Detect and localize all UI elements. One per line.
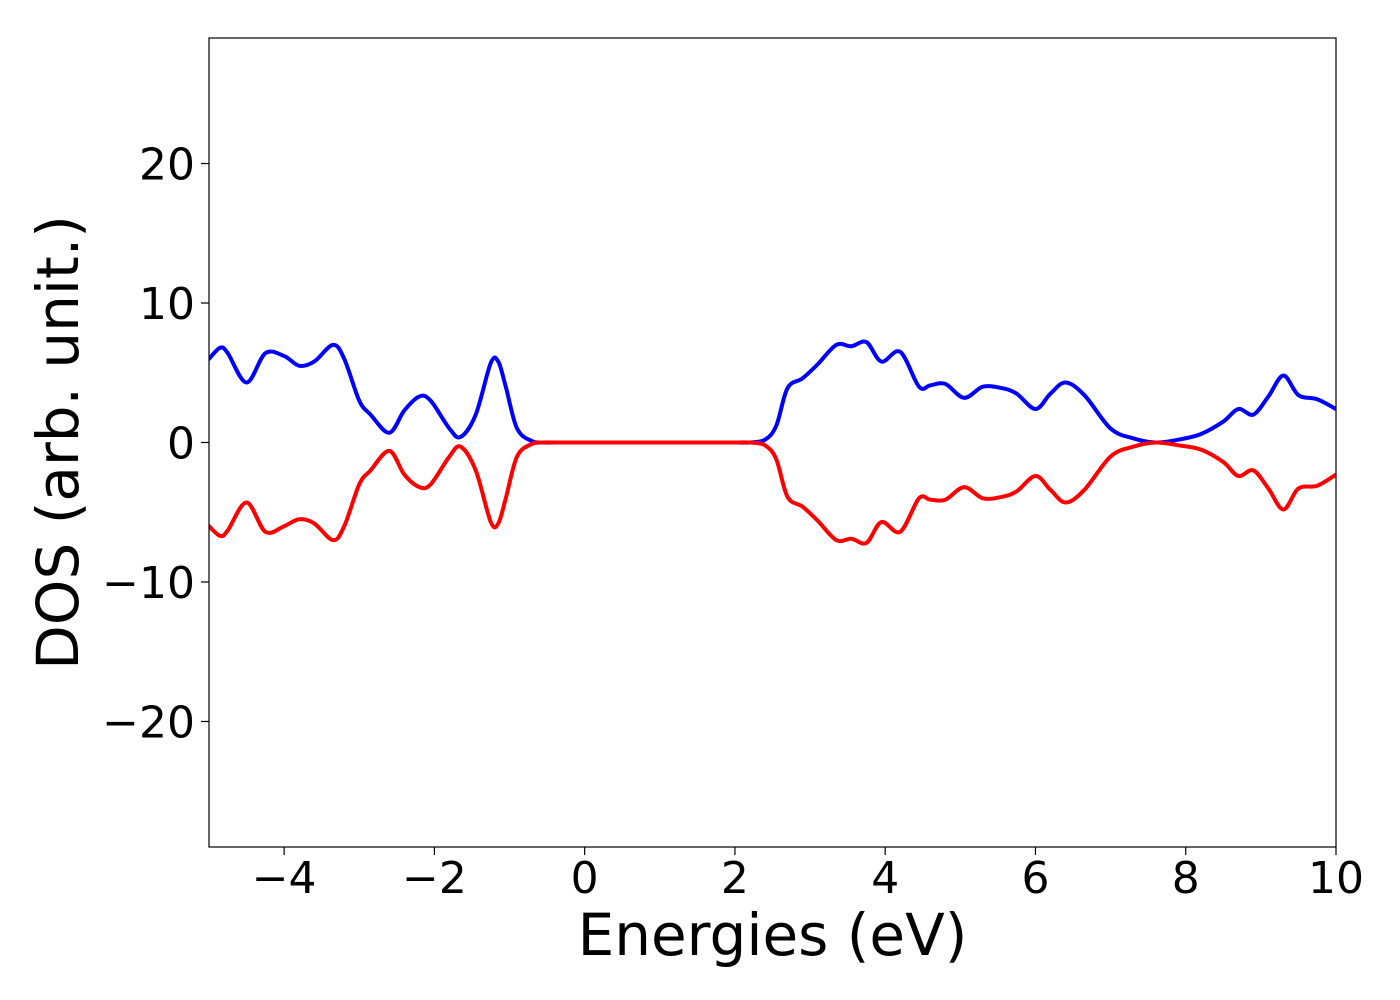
x-tick-label: 8 — [1172, 853, 1200, 904]
x-tick-label: 10 — [1308, 853, 1364, 904]
series-group — [209, 339, 1336, 546]
dos-series-line-1 — [209, 339, 1336, 445]
y-tick-label: −10 — [102, 558, 195, 609]
x-tick-label: 2 — [721, 853, 749, 904]
plot-area — [209, 339, 1336, 546]
dos-series-line-2 — [209, 440, 1336, 546]
y-tick-label: 0 — [167, 419, 195, 470]
y-tick-label: −20 — [102, 697, 195, 748]
y-tick-label: 20 — [139, 140, 195, 191]
y-axis-title: DOS (arb. unit.) — [24, 215, 92, 670]
x-tick-label: 6 — [1021, 853, 1049, 904]
x-tick-label: −2 — [402, 853, 467, 904]
y-tick-label: 10 — [139, 279, 195, 330]
x-axis-title: Energies (eV) — [578, 901, 968, 969]
x-tick-label: 0 — [571, 853, 599, 904]
x-tick-label: 4 — [871, 853, 899, 904]
x-tick-label: −4 — [252, 853, 317, 904]
